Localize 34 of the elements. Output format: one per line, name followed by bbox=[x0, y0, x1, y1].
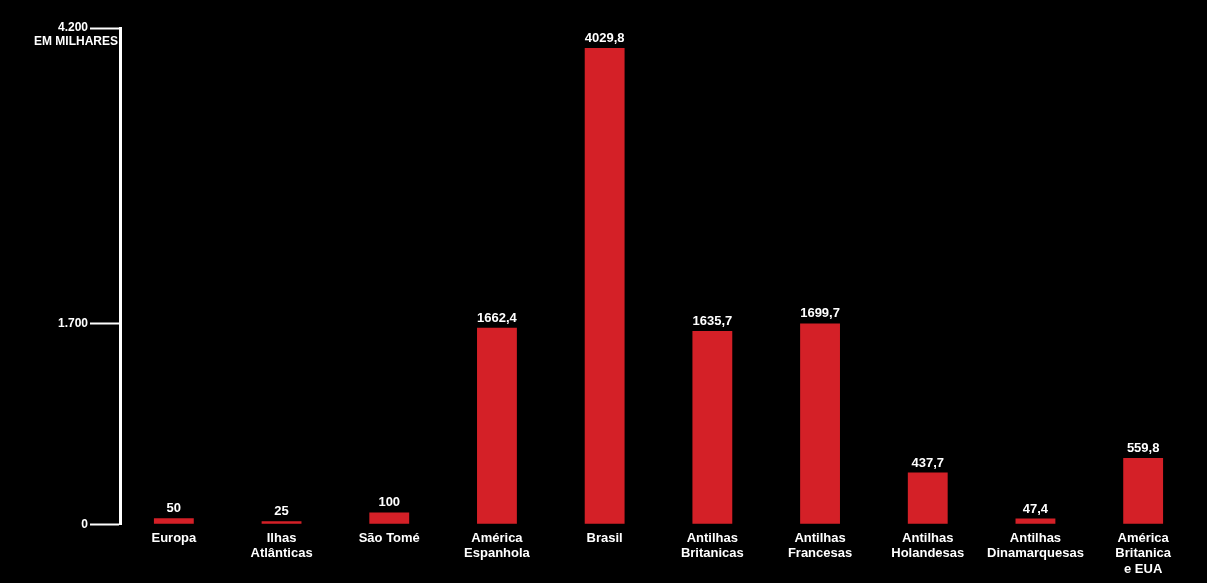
bar bbox=[907, 472, 948, 524]
y-tick-label: 4.200 bbox=[57, 20, 89, 35]
bar bbox=[800, 323, 840, 524]
bar bbox=[1015, 518, 1056, 524]
x-tick-label: Antilhas Dinamarquesas bbox=[987, 529, 1084, 561]
data-label: 1662,4 bbox=[477, 309, 518, 325]
data-label: 4029,8 bbox=[584, 30, 625, 46]
x-tick-label: Antilhas Britanicas bbox=[680, 529, 744, 561]
x-tick-label: Antilhas Francesas bbox=[787, 529, 853, 561]
data-label: 47,4 bbox=[1022, 500, 1049, 516]
bar bbox=[692, 330, 733, 524]
y-tick-label: 0 bbox=[81, 516, 89, 531]
data-label: 559,8 bbox=[1126, 440, 1160, 456]
data-label: 1635,7 bbox=[692, 313, 733, 329]
x-tick-label: Europa bbox=[151, 529, 197, 545]
x-tick-label: Ilhas Atlânticas bbox=[250, 529, 313, 561]
y-axis-title: EM MILHARES bbox=[34, 34, 118, 49]
data-label: 25 bbox=[274, 503, 289, 519]
x-tick-label: Brasil bbox=[586, 529, 623, 545]
data-label: 437,7 bbox=[911, 454, 945, 470]
x-tick-label: São Tomé bbox=[358, 529, 420, 545]
bar bbox=[1123, 458, 1164, 524]
data-label: 100 bbox=[378, 494, 401, 510]
x-tick-label: América Britanica e EUA bbox=[1115, 529, 1172, 576]
x-tick-label: Antilhas Holandesas bbox=[891, 529, 965, 561]
y-tick-label: 1.700 bbox=[57, 315, 89, 330]
bar bbox=[369, 512, 410, 524]
x-tick-label: América Espanhola bbox=[464, 529, 531, 561]
bar bbox=[584, 48, 625, 524]
data-label: 50 bbox=[166, 500, 182, 516]
bar bbox=[477, 327, 517, 524]
data-label: 1699,7 bbox=[800, 305, 840, 321]
bar bbox=[153, 518, 194, 524]
bar bbox=[261, 521, 302, 524]
